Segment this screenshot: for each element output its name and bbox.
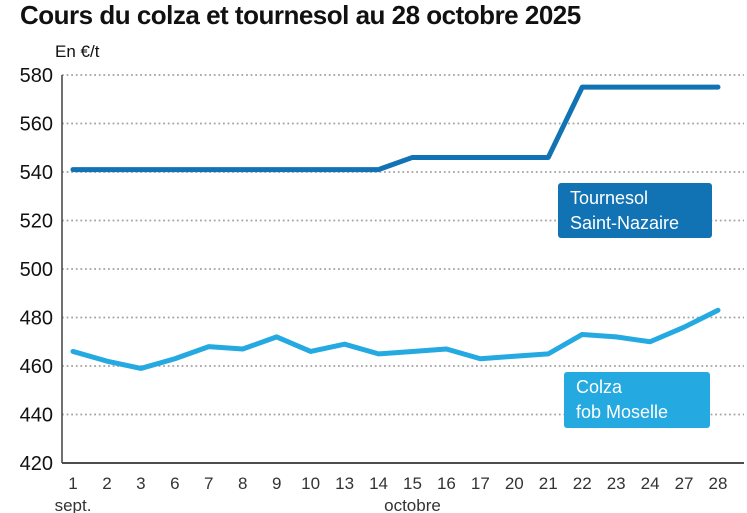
x-tick-label-24: 24 (641, 474, 660, 493)
x-tick-label-17: 17 (471, 474, 490, 493)
x-tick-label-28: 28 (709, 474, 728, 493)
chart-title: Cours du colza et tournesol au 28 octobr… (20, 0, 581, 30)
legend-tournesol-line1: Tournesol (570, 188, 649, 208)
y-tick-label-580: 580 (20, 65, 53, 87)
x-tick-label-27: 27 (675, 474, 694, 493)
x-tick-label-6: 6 (170, 474, 179, 493)
y-tick-label-560: 560 (20, 114, 53, 136)
legend-colza-line2: fob Moselle (576, 402, 669, 422)
x-tick-label-22: 22 (573, 474, 592, 493)
x-tick-label-1: 1 (68, 474, 77, 493)
x-tick-label-23: 23 (607, 474, 626, 493)
series-line-colza-fob-moselle (70, 307, 721, 371)
x-tick-label-14: 14 (369, 474, 388, 493)
y-tick-label-480: 480 (20, 308, 53, 330)
y-axis-unit-label: En €/t (55, 42, 100, 61)
y-tick-label-460: 460 (20, 356, 53, 378)
x-tick-label-7: 7 (204, 474, 213, 493)
legend-colza-line1: Colza (576, 377, 623, 397)
legend-badge-colza: Colza fob Moselle (564, 372, 710, 428)
y-tick-label-440: 440 (20, 405, 53, 427)
x-tick-label-2: 2 (102, 474, 111, 493)
x-tick-label-21: 21 (539, 474, 558, 493)
x-tick-label-16: 16 (437, 474, 456, 493)
legend-tournesol-line2: Saint-Nazaire (570, 213, 680, 233)
x-tick-label-20: 20 (505, 474, 524, 493)
x-tick-label-10: 10 (301, 474, 320, 493)
y-tick-label-500: 500 (20, 259, 53, 281)
x-tick-label-15: 15 (403, 474, 422, 493)
x-tick-label-3: 3 (136, 474, 145, 493)
legend-badge-tournesol: Tournesol Saint-Nazaire (558, 183, 712, 238)
y-tick-label-420: 420 (20, 453, 53, 475)
x-tick-label-8: 8 (238, 474, 247, 493)
month-label-octobre: octobre (384, 496, 441, 513)
y-tick-label-520: 520 (20, 211, 53, 233)
x-tick-label-9: 9 (272, 474, 281, 493)
x-tick-label-13: 13 (335, 474, 354, 493)
month-label-sept: sept. (55, 496, 92, 513)
y-tick-label-540: 540 (20, 162, 53, 184)
series-line-tournesol-saint-nazaire (70, 84, 721, 173)
